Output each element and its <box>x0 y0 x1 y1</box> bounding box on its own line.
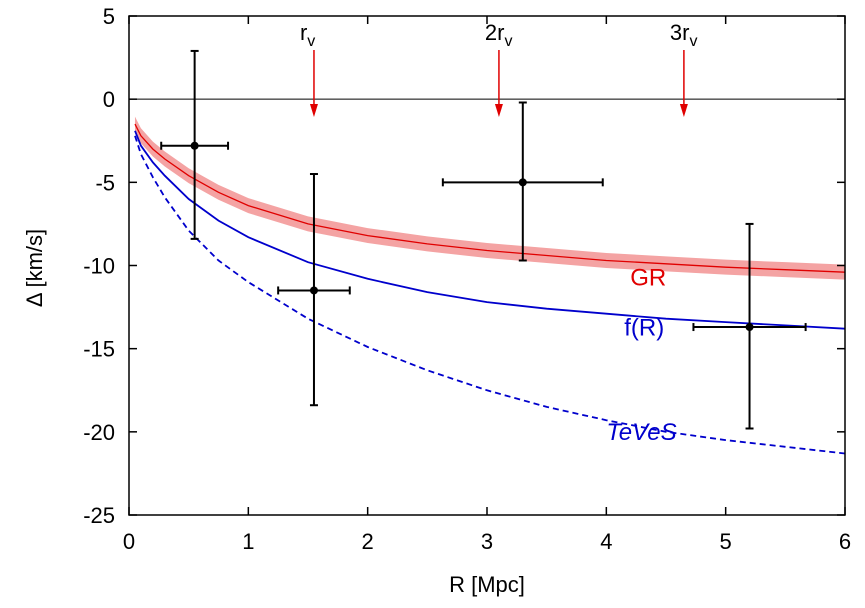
y-axis-title: Δ [km/s] <box>22 229 47 307</box>
data-point-2 <box>277 173 351 407</box>
x-tick-label: 6 <box>839 529 851 554</box>
x-tick-label: 5 <box>720 529 732 554</box>
curve-teves <box>134 135 846 455</box>
data-point-marker <box>309 286 318 295</box>
marker-1: rv <box>300 20 318 117</box>
x-tick-label: 4 <box>600 529 612 554</box>
data-points-layer <box>160 49 807 430</box>
marker-arrow-head <box>679 104 688 117</box>
marker-label-base: 2r <box>485 20 505 45</box>
data-point-3 <box>441 101 604 262</box>
x-tick-label: 1 <box>242 529 254 554</box>
data-point-marker <box>518 178 527 187</box>
curve-gr <box>134 123 846 273</box>
y-tick-label: -20 <box>83 420 115 445</box>
series-label-gr: GR <box>630 264 666 291</box>
gr-uncertainty-band <box>134 116 845 280</box>
marker-2: 2rv <box>485 20 513 117</box>
series-label-teves: TeVeS <box>606 419 676 446</box>
x-axis-title: R [Mpc] <box>449 572 525 597</box>
y-tick-label: -5 <box>95 170 115 195</box>
y-tick-label: -15 <box>83 337 115 362</box>
virial-radius-markers: rv 2rv 3rv <box>300 20 697 117</box>
data-point-4 <box>692 222 807 430</box>
marker-label: 3rv <box>670 20 698 50</box>
marker-label-subscript: v <box>504 33 512 50</box>
marker-3: 3rv <box>670 20 698 117</box>
marker-arrow-head <box>309 104 318 117</box>
marker-label: 2rv <box>485 20 513 50</box>
curve-f-r <box>134 130 846 330</box>
marker-arrow-head <box>494 104 503 117</box>
data-point-1 <box>160 49 230 240</box>
marker-label-subscript: v <box>689 33 697 50</box>
data-point-marker <box>190 141 199 150</box>
axis-ticks-layer: 0 1 2 3 4 5 6 5 0 -5 -10 -15 -20 -25 <box>83 4 851 554</box>
y-tick-label: 0 <box>103 87 115 112</box>
marker-label-subscript: v <box>307 33 315 50</box>
y-tick-label: -25 <box>83 503 115 528</box>
y-tick-label: 5 <box>103 4 115 29</box>
curves-layer <box>134 123 846 455</box>
series-labels-layer: GR f(R) TeVeS <box>606 264 676 446</box>
y-tick-label: -10 <box>83 254 115 279</box>
gr-uncertainty-band-layer <box>134 116 845 280</box>
data-point-marker <box>745 323 754 332</box>
x-tick-label: 3 <box>481 529 493 554</box>
marker-label-base: r <box>300 20 307 45</box>
marker-label: rv <box>300 20 315 50</box>
x-tick-label: 0 <box>123 529 135 554</box>
x-tick-label: 2 <box>362 529 374 554</box>
series-label-f-r: f(R) <box>624 314 664 341</box>
marker-label-base: 3r <box>670 20 690 45</box>
